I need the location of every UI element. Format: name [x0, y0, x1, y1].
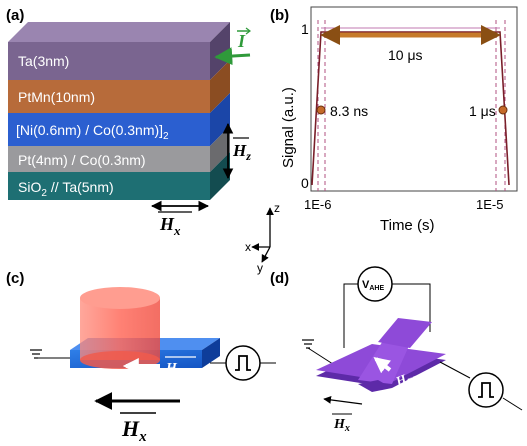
- panel-d-label: (d): [270, 270, 289, 287]
- rise-marker: [316, 105, 326, 115]
- wire-d-out: [502, 397, 523, 411]
- x-axis-letter: x: [245, 240, 251, 254]
- panel-a-label: (a): [6, 7, 24, 24]
- current-vector-tip: [245, 27, 251, 35]
- fall-label: 1 μs: [469, 103, 496, 119]
- layer-ptco-label: Pt(4nm) / Co(0.3nm): [18, 152, 146, 168]
- voltmeter-label: VAHE: [362, 279, 384, 292]
- layer-nico: [8, 113, 210, 146]
- current-arrow: [214, 47, 251, 66]
- hx-arrow-d: [323, 396, 363, 405]
- panel-c-label: (c): [6, 270, 24, 287]
- layer-ptmn-label: PtMn(10nm): [18, 89, 95, 105]
- layer-sio2-label: SiO2// Ta(5nm): [18, 179, 114, 199]
- sample-side-face: [202, 338, 220, 368]
- layer-nico-label: [Ni(0.6nm) / Co(0.3nm)]2: [16, 122, 169, 142]
- fall-marker: [498, 105, 508, 115]
- current-label: I: [237, 31, 246, 51]
- panel-c: (c) HEB Hx: [6, 270, 276, 445]
- y-axis-arrow: [261, 246, 271, 263]
- hz-label: Hz: [232, 141, 251, 163]
- coordinate-axes: z x y: [245, 201, 280, 275]
- pulse-width-label: 10 μs: [388, 47, 423, 63]
- panel-a: (a) Ta(3nm) PtMn(10nm) [Ni(0.6nm) / Co(0…: [6, 7, 251, 238]
- layer-sio2: [8, 172, 210, 200]
- y-axis-label: Signal (a.u.): [280, 87, 297, 168]
- wire-d-right: [439, 361, 471, 379]
- heb-label-c: HEB: [165, 361, 191, 378]
- ytick-1: 1: [301, 21, 309, 37]
- panel-b: (b) 10 μs 8.3 ns 1 μs 1 0 1E-6 1E-5 Time…: [270, 6, 518, 234]
- rise-label: 8.3 ns: [330, 103, 368, 119]
- hx-label-d: Hx: [333, 417, 350, 434]
- wire-d-meter-left: [343, 283, 358, 348]
- layer-ptco: [8, 146, 210, 172]
- panel-b-label: (b): [270, 7, 289, 24]
- hallbar-arm-vertical-upper: [378, 318, 432, 348]
- pulse-icon-c: [235, 355, 251, 371]
- ytick-0: 0: [301, 175, 309, 191]
- plot-frame: [310, 6, 518, 192]
- pulse-generator-c: [225, 345, 261, 381]
- pulse-icon-d: [478, 382, 494, 398]
- x-axis-label: Time (s): [380, 217, 434, 234]
- xtick-1e-6: 1E-6: [304, 197, 331, 212]
- panel-d: (d) VAHE HEB Hx: [270, 266, 523, 434]
- y-axis-letter: y: [257, 261, 263, 275]
- layer-ta-label: Ta(3nm): [18, 53, 69, 69]
- laser-cylinder-top: [80, 287, 160, 309]
- stack-top-face: [8, 22, 230, 42]
- hallbar-arm-edge: [358, 380, 392, 392]
- xtick-1e-5: 1E-5: [476, 197, 503, 212]
- z-axis-label: z: [274, 201, 280, 215]
- hx-label-a: Hx: [159, 214, 181, 238]
- wire-d-meter-right: [392, 283, 431, 332]
- pulse-generator-d: [468, 372, 504, 408]
- hx-label-c: Hx: [121, 416, 147, 445]
- layer-ptmn: [8, 80, 210, 113]
- heb-arrow-d: [373, 357, 392, 374]
- side-ptmn: [210, 60, 230, 113]
- layer-ta: [8, 42, 210, 80]
- layer-stack: Ta(3nm) PtMn(10nm) [Ni(0.6nm) / Co(0.3nm…: [8, 22, 230, 200]
- side-nico: [210, 93, 230, 146]
